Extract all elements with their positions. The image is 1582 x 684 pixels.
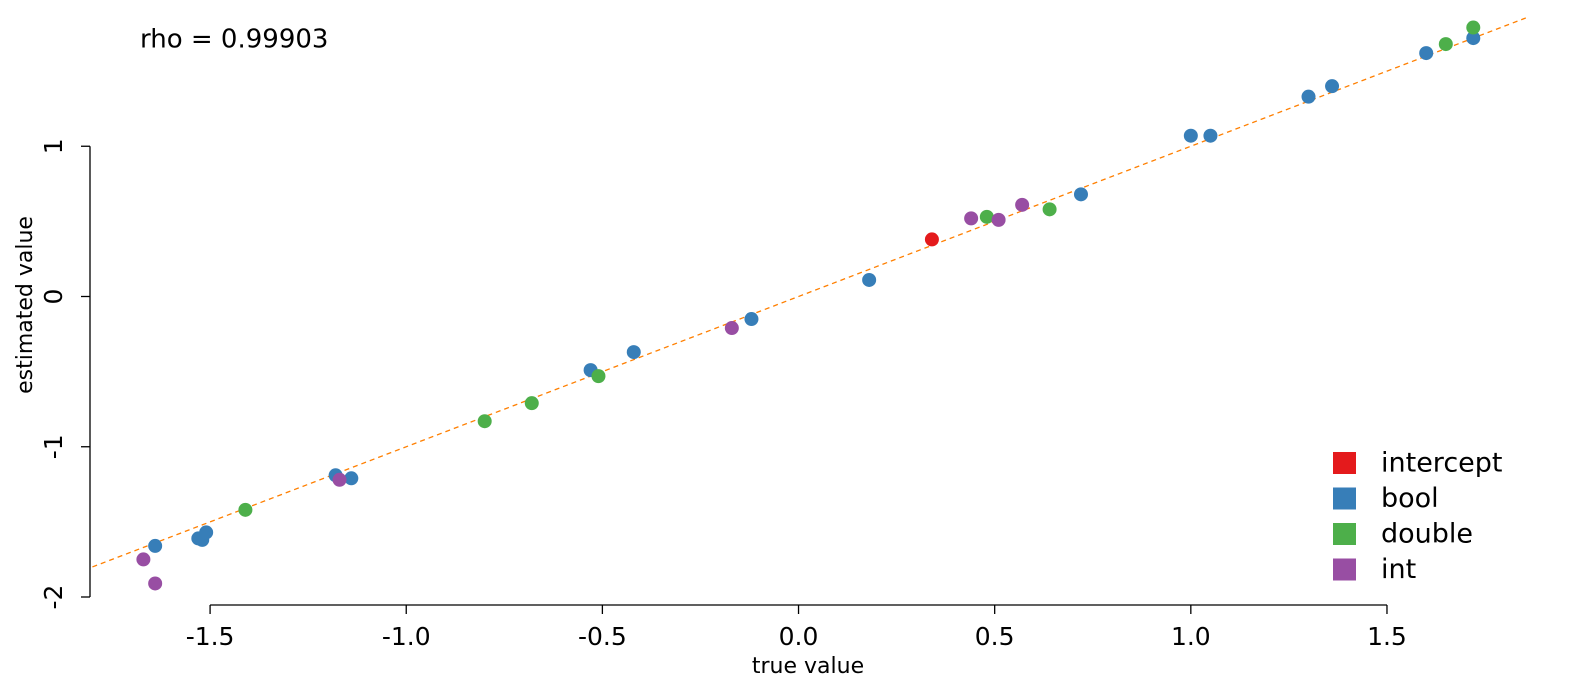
point — [136, 552, 151, 567]
point — [1438, 37, 1453, 52]
y-tick-label: 0 — [39, 289, 68, 305]
legend-label: double — [1381, 519, 1473, 550]
x-tick-label: 0.5 — [975, 622, 1015, 651]
point — [1042, 202, 1057, 217]
legend-label: bool — [1381, 483, 1439, 514]
point — [1015, 197, 1030, 212]
point — [524, 396, 539, 411]
x-tick-label: -1.0 — [382, 622, 431, 651]
annotation: rho = 0.99903 — [140, 25, 328, 55]
point — [1419, 46, 1434, 61]
point — [964, 211, 979, 226]
point — [148, 538, 163, 553]
y-axis-title: estimated value — [13, 216, 38, 394]
point — [626, 345, 641, 360]
y-tick-label: -2 — [39, 585, 68, 610]
x-tick-label: 1.5 — [1367, 622, 1407, 651]
point — [862, 272, 877, 287]
point — [1301, 89, 1316, 104]
legend-swatch — [1333, 452, 1356, 474]
point — [344, 471, 359, 486]
point — [238, 502, 253, 517]
point — [1466, 20, 1481, 35]
y-tick-label: 1 — [39, 138, 68, 154]
point — [1466, 31, 1481, 46]
point — [1073, 187, 1088, 202]
point — [148, 576, 163, 591]
legend-swatch — [1333, 523, 1356, 545]
point — [991, 212, 1006, 227]
legend-label: int — [1381, 554, 1416, 585]
point — [477, 414, 492, 429]
legend-swatch — [1333, 487, 1356, 510]
point — [744, 312, 759, 327]
x-axis-title: true value — [752, 654, 864, 679]
point — [591, 369, 606, 384]
legend-swatch — [1333, 558, 1356, 581]
point — [1183, 128, 1198, 143]
point — [1203, 128, 1218, 143]
legend-label: intercept — [1381, 448, 1503, 479]
x-tick-label: -0.5 — [578, 622, 627, 651]
point — [1325, 79, 1340, 94]
point — [924, 232, 939, 247]
point — [199, 525, 214, 540]
point — [332, 472, 347, 487]
point — [979, 209, 994, 224]
y-tick-label: -1 — [39, 434, 68, 459]
point — [724, 321, 739, 336]
x-tick-label: -1.5 — [186, 622, 235, 651]
x-tick-label: 0.0 — [779, 622, 819, 651]
x-tick-label: 1.0 — [1171, 622, 1211, 651]
